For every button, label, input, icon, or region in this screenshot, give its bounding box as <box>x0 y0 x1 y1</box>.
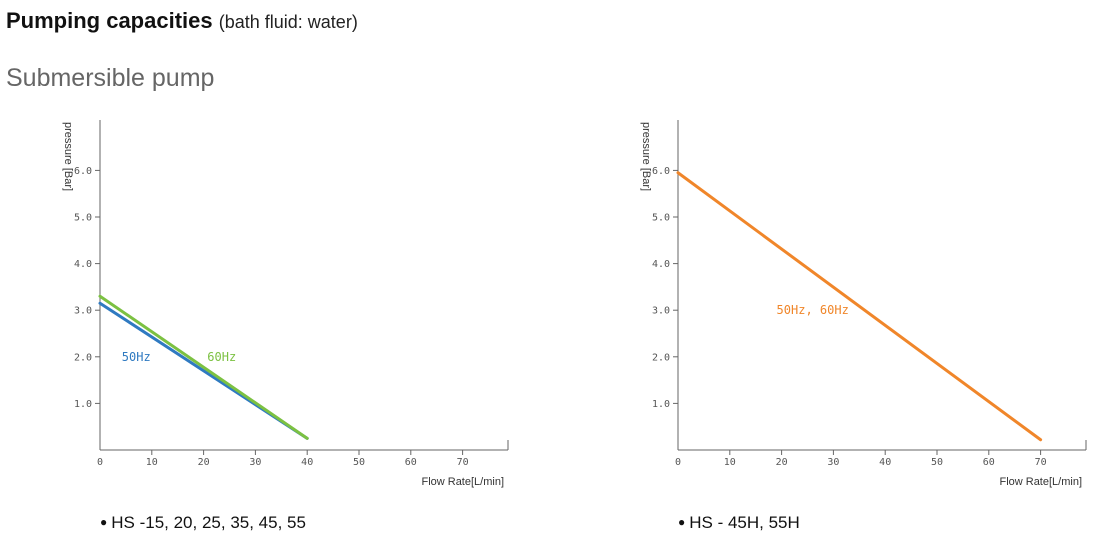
bullet-icon: ● <box>100 515 108 529</box>
x-tick-label: 40 <box>301 457 313 468</box>
y-axis-title: pressure [Bar] <box>62 122 74 191</box>
x-tick-label: 10 <box>724 457 736 468</box>
x-tick-label: 20 <box>776 457 788 468</box>
y-axis-title: pressure [Bar] <box>640 122 652 191</box>
x-tick-label: 30 <box>249 457 261 468</box>
y-tick-label: 5.0 <box>74 213 92 224</box>
caption-left-text: HS -15, 20, 25, 35, 45, 55 <box>111 513 306 532</box>
x-tick-label: 60 <box>405 457 417 468</box>
page-title-main: Pumping capacities <box>6 8 213 33</box>
bullet-icon: ● <box>678 515 686 529</box>
section-subtitle: Submersible pump <box>6 64 215 92</box>
x-tick-label: 30 <box>827 457 839 468</box>
series-line-1 <box>98 294 309 440</box>
x-tick-label: 0 <box>675 457 681 468</box>
x-tick-label: 20 <box>198 457 210 468</box>
y-tick-label: 5.0 <box>652 213 670 224</box>
x-tick-label: 50 <box>353 457 365 468</box>
x-tick-label: 10 <box>146 457 158 468</box>
x-tick-label: 0 <box>97 457 103 468</box>
chart-left: 1.0 2.0 3.0 4.0 5.0 6.0 0 10 20 30 40 50 60 70 Flow Ra… <box>62 120 509 488</box>
x-tick-label: 40 <box>879 457 891 468</box>
page-title-note: (bath fluid: water) <box>218 12 358 32</box>
y-tick-label: 1.0 <box>652 399 670 410</box>
x-axis-title: Flow Rate[L/min] <box>421 476 504 488</box>
x-tick-label: 60 <box>983 457 995 468</box>
x-tick-label: 70 <box>457 457 469 468</box>
y-tick-label: 6.0 <box>74 166 92 177</box>
x-tick-label: 50 <box>931 457 943 468</box>
caption-right-text: HS - 45H, 55H <box>689 513 800 532</box>
y-tick-label: 2.0 <box>74 352 92 363</box>
page-title: Pumping capacities (bath fluid: water) <box>6 8 358 34</box>
y-tick-label: 4.0 <box>74 259 92 270</box>
caption-right: ● HS - 45H, 55H <box>678 513 800 533</box>
x-axis-title: Flow Rate[L/min] <box>999 476 1082 488</box>
series-label-0: 50Hz, 60Hz <box>777 303 849 317</box>
caption-left: ● HS -15, 20, 25, 35, 45, 55 <box>100 513 306 533</box>
y-tick-label: 3.0 <box>652 306 670 317</box>
y-tick-label: 2.0 <box>652 352 670 363</box>
y-tick-label: 1.0 <box>74 399 92 410</box>
chart-right: 1.0 2.0 3.0 4.0 5.0 6.0 0 10 20 30 40 50 60 70 Flow Ra… <box>640 120 1087 488</box>
series-line-0 <box>676 171 1043 442</box>
x-tick-label: 70 <box>1035 457 1047 468</box>
series-label-1: 60Hz <box>207 350 236 364</box>
y-tick-label: 4.0 <box>652 259 670 270</box>
y-tick-label: 3.0 <box>74 306 92 317</box>
y-tick-label: 6.0 <box>652 166 670 177</box>
series-label-0: 50Hz <box>122 350 151 364</box>
